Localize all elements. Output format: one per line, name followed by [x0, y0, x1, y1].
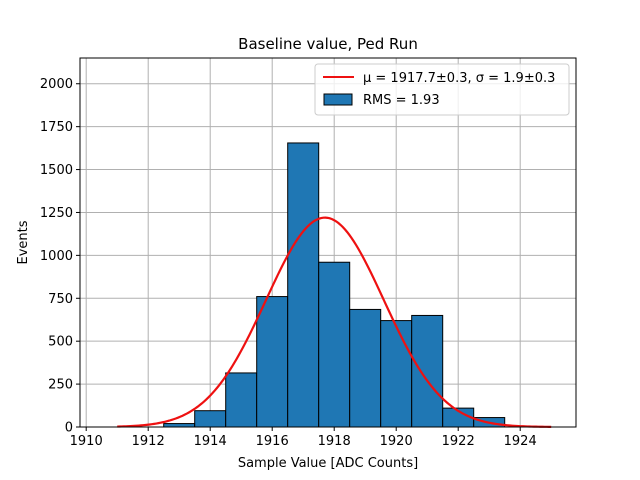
y-tick-label: 500: [48, 335, 73, 350]
chart-title: Baseline value, Ped Run: [238, 35, 418, 53]
histogram-bar: [411, 314, 444, 428]
histogram-bar: [163, 423, 196, 428]
legend-histogram-swatch: [323, 93, 353, 106]
histogram-bar: [256, 296, 289, 428]
histogram-bars: [163, 142, 506, 428]
x-tick-label: 1918: [318, 434, 351, 449]
legend-histogram-label: RMS = 1.93: [363, 93, 440, 108]
x-tick-label: 1920: [380, 434, 413, 449]
fit-layer: [117, 216, 552, 428]
histogram-bar: [318, 261, 351, 428]
x-axis-label: Sample Value [ADC Counts]: [238, 456, 418, 471]
x-tick-label: 1924: [504, 434, 537, 449]
histogram-bar: [349, 308, 382, 428]
histogram-bar: [194, 410, 227, 428]
legend-box: [314, 63, 570, 116]
y-axis-label: Events: [16, 220, 31, 264]
gaussian-fit-curve: [117, 216, 552, 428]
legend-fit-label: μ = 1917.7±0.3, σ = 1.9±0.3: [363, 71, 555, 86]
y-tick-label: 750: [48, 292, 73, 307]
histogram-bar: [287, 142, 320, 428]
x-tick-label: 1914: [194, 434, 227, 449]
y-tick-label: 1000: [40, 249, 73, 264]
y-tick-label: 2000: [40, 77, 73, 92]
plot-frame: [79, 57, 577, 428]
x-tick-label: 1912: [132, 434, 165, 449]
x-tick-label: 1922: [442, 434, 475, 449]
y-tick-label: 1250: [40, 206, 73, 221]
x-tick-label: 1916: [256, 434, 289, 449]
x-tick-label: 1910: [70, 434, 103, 449]
y-tick-label: 0: [65, 421, 73, 436]
histogram-bar: [380, 320, 413, 428]
y-tick-label: 1750: [40, 120, 73, 135]
x-axis-ticks: 1910 1912 1914 1916 1918 1920 1922 1924: [70, 427, 537, 449]
y-tick-label: 250: [48, 378, 73, 393]
histogram-bar: [225, 372, 258, 428]
y-axis-ticks: 0 250 500 750 1000 1250 1500 1750 2000: [40, 77, 80, 436]
y-tick-label: 1500: [40, 163, 73, 178]
legend: μ = 1917.7±0.3, σ = 1.9±0.3 RMS = 1.93: [314, 63, 570, 116]
